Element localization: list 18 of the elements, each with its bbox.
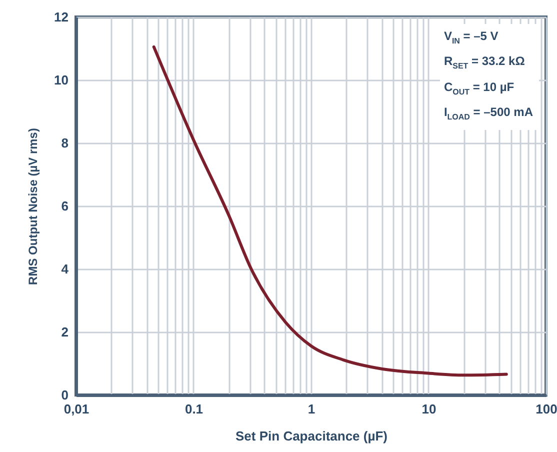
y-axis-title: RMS Output Noise (µV rms) (26, 128, 40, 285)
x-tick-label: 10 (422, 402, 436, 416)
y-tick-label: 0 (61, 388, 68, 402)
annotation: C$_{OUT}$ = 10 µF (444, 78, 516, 98)
y-tick-label: 6 (61, 198, 68, 214)
x-tick-label: 1 (308, 402, 316, 416)
annotation: I$_{LOAD}$ = –500 mA (444, 104, 533, 124)
y-tick-label: 12 (54, 10, 68, 24)
y-tick-label: 4 (61, 262, 70, 276)
annotation: R$_{SET}$ = 33.2 kΩ (444, 53, 526, 73)
x-tick-label: 100 (536, 402, 557, 416)
y-tick-label: 8 (61, 136, 68, 150)
y-tick-label: 2 (61, 324, 68, 340)
x-tick-label: 0,01 (64, 402, 90, 416)
y-tick-label: 10 (54, 72, 68, 88)
x-axis-title: Set Pin Capacitance (µF) (236, 428, 388, 444)
annotation: V$_{IN}$ = –5 V (444, 28, 500, 48)
x-tick-label: 0.1 (184, 402, 204, 416)
